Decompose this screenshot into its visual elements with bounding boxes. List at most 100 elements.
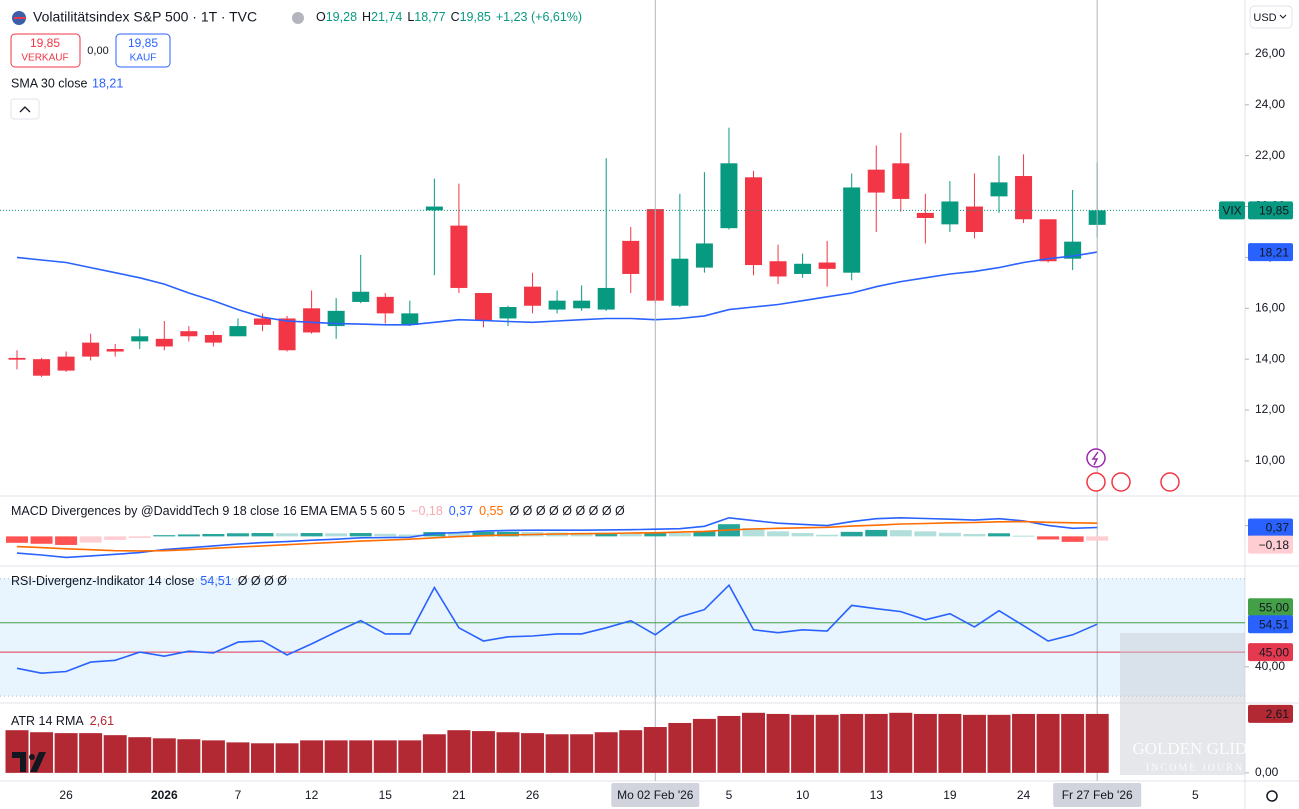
- buy-label[interactable]: KAUF: [130, 53, 157, 64]
- histogram-bar: [6, 536, 28, 543]
- sell-price[interactable]: 19,85: [30, 36, 60, 50]
- rsi-legend: RSI-Divergenz-Indikator 14 close 54,51 Ø Ø…: [11, 574, 287, 588]
- settings-icon[interactable]: [1266, 790, 1278, 802]
- currency[interactable]: USD: [1253, 12, 1276, 24]
- candle-body: [57, 356, 75, 371]
- chevron: [19, 106, 31, 113]
- x-tick-label: Mo 02 Feb '26: [617, 788, 694, 802]
- atr-bar: [496, 732, 520, 773]
- atr-bar: [373, 740, 397, 773]
- histogram-bar: [840, 531, 863, 537]
- atr-bar: [1012, 713, 1036, 773]
- collapse-button[interactable]: [10, 98, 40, 120]
- histogram-bar: [791, 533, 814, 537]
- status-dot: [292, 12, 304, 24]
- sell-button[interactable]: [10, 33, 81, 68]
- atr-bar: [177, 739, 201, 773]
- atr-bar: [201, 740, 225, 773]
- candle-body: [745, 177, 762, 266]
- atr-bar: [79, 733, 103, 773]
- ohlc-value: 19,28: [326, 10, 357, 24]
- atr-bar: [349, 740, 373, 773]
- x-tick-label: 24: [1017, 788, 1031, 802]
- histogram-bar: [668, 533, 691, 537]
- candle-body: [278, 318, 296, 351]
- buy-price[interactable]: 19,85: [128, 36, 158, 50]
- candle-body: [794, 263, 812, 274]
- histogram-bar: [865, 529, 888, 537]
- symbol-label-box: [1219, 201, 1245, 220]
- atr-bar: [275, 743, 299, 773]
- macd-legend: MACD Divergences by @DaviddTech 9 18 clo…: [11, 504, 625, 518]
- histogram-bar: [693, 531, 716, 537]
- last-value-label-box: [1248, 518, 1293, 537]
- histogram-bar: [1061, 536, 1084, 542]
- candle-body: [474, 293, 492, 322]
- histogram-bar: [226, 533, 249, 537]
- ohlc-key: O: [316, 10, 326, 24]
- event-flag[interactable]: [1086, 472, 1106, 492]
- legend-title: MACD Divergences by @DaviddTech 9 18 clo…: [11, 504, 405, 518]
- sell-label[interactable]: VERKAUF: [21, 53, 68, 64]
- buy-button[interactable]: [115, 33, 171, 68]
- ohlc-key: C: [451, 10, 460, 24]
- legend-value: 54,51: [200, 574, 231, 588]
- histogram-bar: [153, 535, 176, 537]
- dropdown-arrow: [1279, 14, 1287, 19]
- atr-bar: [791, 714, 815, 773]
- histogram-bar: [55, 536, 78, 545]
- candle-body: [1064, 241, 1082, 259]
- watermark-sub: INCOME JOURN: [1146, 762, 1244, 773]
- spread: 0,00: [87, 45, 108, 57]
- atr-last-label-box: [1248, 704, 1293, 723]
- currency-button[interactable]: [1249, 5, 1293, 29]
- level-label-box: [1248, 643, 1293, 662]
- histogram-bar: [374, 533, 397, 537]
- y-tick-label: 10,00: [1255, 453, 1285, 467]
- last-value-label: 54,51: [1259, 617, 1289, 631]
- atr-bar: [717, 715, 741, 773]
- atr-bar: [864, 713, 888, 773]
- histogram-bar: [300, 533, 323, 537]
- histogram-bar: [619, 533, 642, 537]
- legend-title: ATR 14 RMA: [11, 714, 84, 728]
- atr-bar: [815, 714, 839, 773]
- atr-last-label: 2,61: [1266, 707, 1290, 721]
- event-flag[interactable]: [1111, 472, 1131, 492]
- x-tick-label: 5: [1192, 788, 1199, 802]
- atr-bar: [422, 734, 446, 773]
- ohlc: O19,28 H21,74 L18,77 C19,85 +1,23 (+6,61%): [316, 10, 582, 24]
- candle-body: [204, 335, 222, 343]
- event-flag[interactable]: [1160, 472, 1180, 492]
- legend-flags: Ø Ø Ø Ø Ø Ø Ø Ø Ø: [509, 504, 625, 518]
- histogram-bar: [742, 528, 765, 537]
- candle-body: [131, 336, 149, 342]
- candle-body: [401, 313, 419, 325]
- atr-bar: [300, 740, 324, 773]
- atr-bar: [398, 740, 422, 773]
- atr-bar: [152, 738, 176, 773]
- ohlc-key: H: [362, 10, 371, 24]
- histogram-bar: [644, 532, 667, 537]
- candle-body: [769, 261, 787, 277]
- x-tick-label: 10: [796, 788, 810, 802]
- atr-bar: [521, 733, 545, 773]
- histogram-bar: [988, 533, 1010, 537]
- histogram-bar: [1012, 535, 1035, 537]
- event-icon[interactable]: [1086, 448, 1106, 468]
- histogram-bar: [79, 536, 102, 543]
- level-label-box: [1248, 598, 1293, 617]
- candle-body: [1015, 176, 1033, 220]
- last-value-label-box: [1248, 243, 1293, 262]
- atr-bar: [840, 713, 864, 773]
- candle-body: [597, 287, 615, 310]
- level-label: 55,00: [1259, 600, 1289, 614]
- candle-body: [671, 258, 689, 306]
- atr-bar: [1061, 713, 1085, 773]
- legend-title: RSI-Divergenz-Indikator 14 close: [11, 574, 194, 588]
- x-tick-label: 7: [235, 788, 242, 802]
- histogram-bar: [816, 534, 839, 537]
